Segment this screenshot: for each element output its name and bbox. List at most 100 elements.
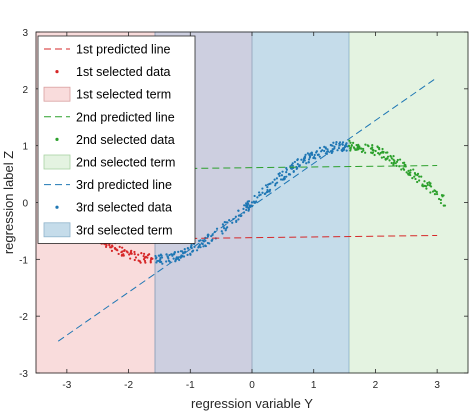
point-1st [143,256,146,259]
point-1st [117,252,120,256]
point-2nd [379,151,382,155]
point-2nd [386,155,390,158]
point-3rd [336,149,339,152]
point-3rd [237,218,240,221]
y-tick-label: -3 [19,369,28,380]
point-1st [142,252,146,255]
legend-dot-swatch [55,137,59,141]
point-2nd [347,145,351,148]
legend-dot-swatch [55,70,59,74]
point-3rd [318,155,321,158]
point-3rd [290,163,293,167]
legend-label: 3rd selected term [76,223,173,237]
point-3rd [181,252,185,255]
point-2nd [421,183,424,186]
point-3rd [190,244,193,247]
point-1st [143,259,147,263]
point-3rd [160,256,164,259]
point-2nd [409,169,412,172]
y-tick-label: -2 [19,312,28,323]
point-2nd [362,147,365,151]
point-2nd [395,160,399,163]
point-3rd [285,175,288,178]
legend-label: 2nd selected data [76,133,175,147]
point-1st [133,253,136,256]
point-3rd [281,170,284,173]
point-3rd [266,190,269,193]
point-2nd [435,192,439,196]
point-3rd [206,241,209,245]
point-3rd [165,260,168,263]
point-3rd [268,182,271,186]
point-3rd [326,148,329,151]
point-3rd [289,165,292,168]
x-tick-label: -1 [186,380,195,391]
point-3rd [315,150,318,153]
point-2nd [431,190,435,193]
point-3rd [246,206,250,209]
point-2nd [425,187,428,190]
point-2nd [378,146,381,150]
legend-label: 3rd selected data [76,201,172,215]
point-3rd [199,239,202,242]
point-2nd [414,177,417,181]
point-2nd [390,161,393,165]
point-3rd [155,261,158,264]
point-3rd [177,250,180,253]
point-3rd [179,256,182,259]
point-1st [150,257,153,260]
point-3rd [331,144,334,147]
point-2nd [357,143,360,147]
point-3rd [264,192,267,195]
point-2nd [364,151,367,154]
point-2nd [435,190,438,193]
point-3rd [338,141,342,144]
point-3rd [345,149,348,152]
point-2nd [418,179,421,182]
point-3rd [199,246,202,249]
point-2nd [442,194,445,197]
point-2nd [418,175,421,178]
point-1st [139,261,142,264]
point-2nd [376,145,379,148]
point-2nd [369,147,373,150]
point-3rd [168,260,171,263]
x-tick-label: 1 [311,380,317,391]
x-tick-label: -3 [62,380,71,391]
point-3rd [161,262,164,265]
point-3rd [207,233,210,236]
point-2nd [390,157,393,160]
point-2nd [364,143,367,146]
point-3rd [341,143,344,146]
point-3rd [223,227,226,230]
point-3rd [300,158,303,161]
point-2nd [384,157,387,161]
point-3rd [258,194,261,197]
point-3rd [211,238,214,241]
y-tick-label: 3 [22,28,28,39]
point-3rd [239,214,242,218]
point-2nd [411,177,414,180]
point-2nd [405,171,408,174]
point-3rd [335,141,338,144]
point-3rd [317,153,320,156]
point-2nd [371,152,374,155]
legend-label: 2nd selected term [76,156,175,170]
point-3rd [288,173,292,176]
point-3rd [157,259,160,262]
point-3rd [337,147,341,150]
point-1st [133,258,136,262]
point-3rd [274,184,277,187]
point-3rd [166,255,169,258]
point-3rd [234,215,237,218]
point-3rd [324,152,327,155]
point-3rd [278,172,281,175]
point-3rd [202,245,205,248]
point-2nd [398,158,402,161]
point-3rd [224,229,227,232]
point-3rd [295,167,298,170]
point-3rd [226,221,229,224]
point-2nd [392,161,396,164]
point-3rd [279,178,283,181]
